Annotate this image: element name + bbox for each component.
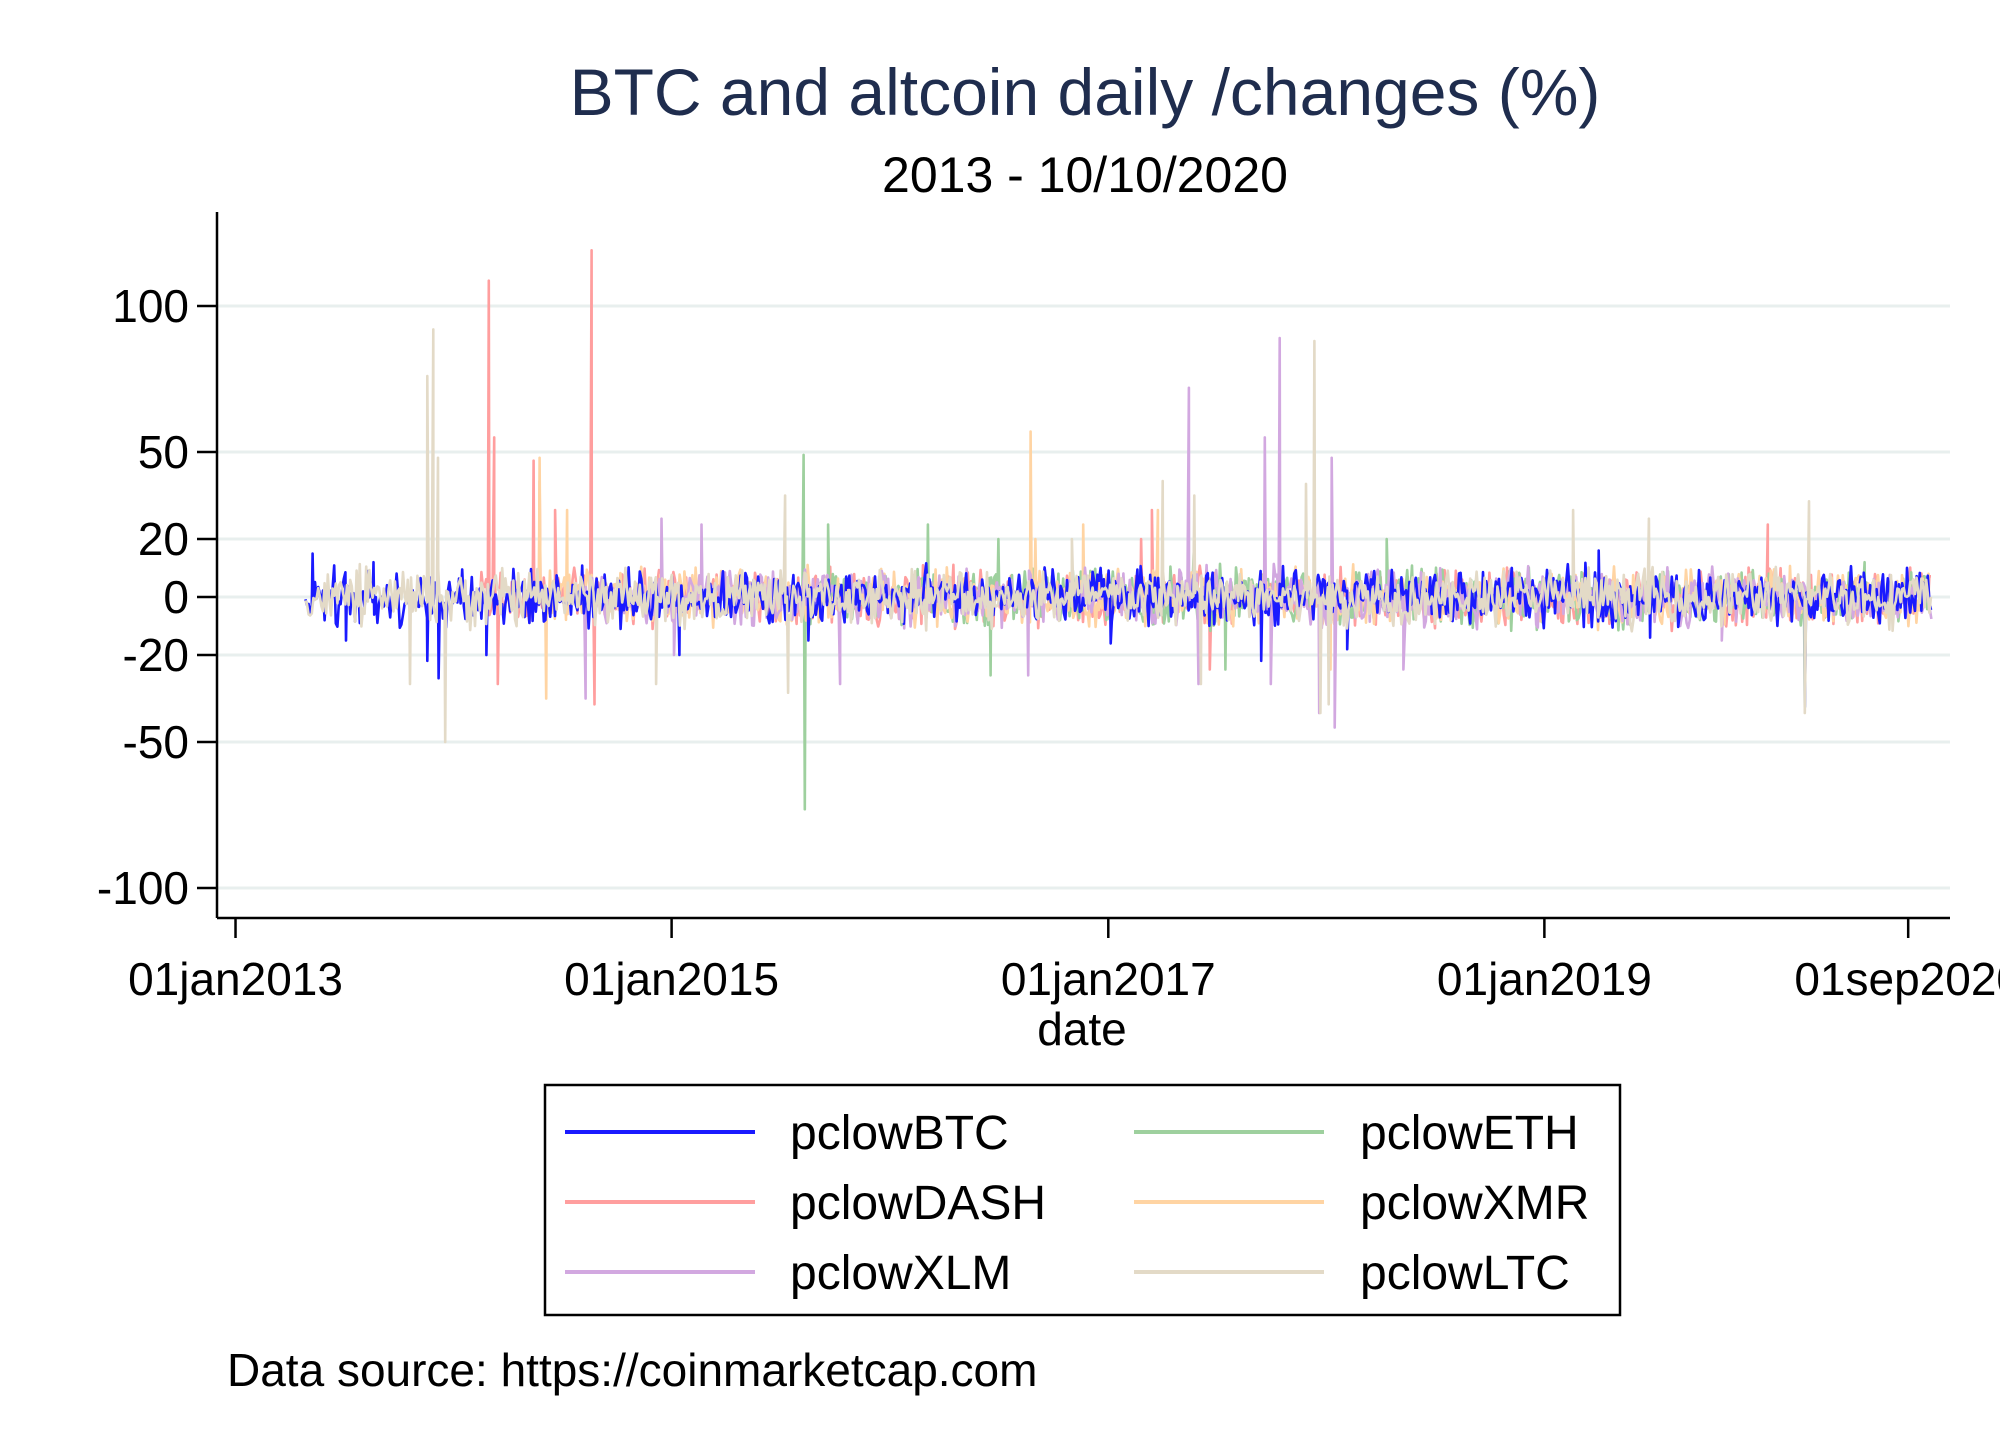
x-tick-label: 01jan2015 xyxy=(564,953,779,1005)
y-tick-label: 0 xyxy=(163,571,189,623)
plot-lines xyxy=(304,249,1933,811)
legend-label: pclowXLM xyxy=(790,1247,1011,1300)
legend: pclowBTC pclowDASH pclowXLM pclowETH pclowXM… xyxy=(565,1107,1589,1300)
x-tick-label: 01sep2020 xyxy=(1794,953,2000,1005)
y-tick-label: 50 xyxy=(138,426,189,478)
chart-subtitle: 2013 - 10/10/2020 xyxy=(882,147,1288,203)
series-line-pclowXMR xyxy=(535,430,1932,700)
x-tick-label: 01jan2019 xyxy=(1437,953,1652,1005)
series-line-pclowBTC xyxy=(304,549,1933,709)
series-line-pclowETH xyxy=(801,453,1932,811)
x-axis-title: date xyxy=(1037,1003,1127,1055)
y-ticks: 100 50 20 0 -20 -50 -100 xyxy=(97,280,217,914)
y-tick-label: -100 xyxy=(97,862,189,914)
legend-label: pclowXMR xyxy=(1360,1177,1589,1230)
legend-label: pclowETH xyxy=(1360,1107,1579,1160)
legend-label: pclowLTC xyxy=(1360,1247,1570,1300)
x-tick-label: 01jan2013 xyxy=(128,953,343,1005)
y-tick-label: -20 xyxy=(123,629,189,681)
x-tick-label: 01jan2017 xyxy=(1001,953,1216,1005)
y-tick-label: 20 xyxy=(138,513,189,565)
y-tick-label: 100 xyxy=(112,280,189,332)
data-source-note: Data source: https://coinmarketcap.com xyxy=(227,1344,1037,1396)
x-ticks: 01jan2013 01jan2015 01jan2017 01jan2019 01se… xyxy=(128,918,2000,1005)
chart-title: BTC and altcoin daily /changes (%) xyxy=(570,55,1601,129)
series-line-pclowLTC xyxy=(304,328,1933,744)
y-tick-label: -50 xyxy=(123,716,189,768)
legend-label: pclowBTC xyxy=(790,1107,1009,1160)
series-line-pclowDASH xyxy=(478,249,1931,706)
legend-label: pclowDASH xyxy=(790,1177,1046,1230)
